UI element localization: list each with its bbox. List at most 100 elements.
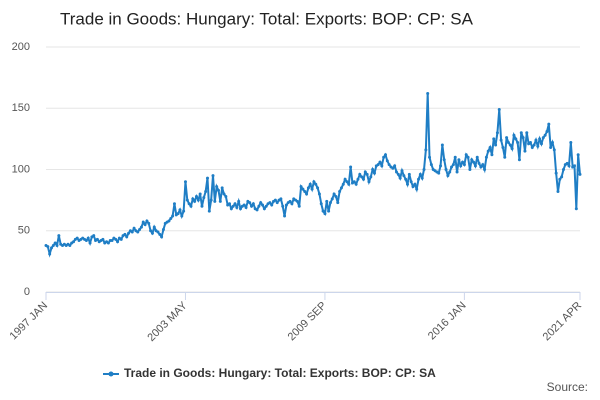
data-point xyxy=(448,170,452,174)
data-point xyxy=(402,174,406,178)
x-tick-label: 2021 APR xyxy=(541,300,585,344)
data-point xyxy=(398,176,402,180)
data-point xyxy=(207,209,211,213)
data-point xyxy=(341,182,345,186)
data-point xyxy=(275,201,279,205)
data-point xyxy=(503,155,507,159)
y-tick-label: 200 xyxy=(12,41,30,53)
data-point xyxy=(125,235,129,239)
data-point xyxy=(470,158,474,162)
data-point xyxy=(393,164,397,168)
data-point xyxy=(406,182,410,186)
data-point xyxy=(268,201,272,205)
data-point xyxy=(95,237,99,241)
data-point xyxy=(547,122,551,126)
data-point xyxy=(264,204,268,208)
data-point xyxy=(556,190,560,194)
data-point xyxy=(176,212,180,216)
data-point xyxy=(160,235,164,239)
data-point xyxy=(345,180,349,184)
data-point xyxy=(330,197,334,201)
x-tick-label: 2003 MAY xyxy=(145,299,190,344)
data-point xyxy=(361,177,365,181)
data-point xyxy=(391,166,395,170)
data-point xyxy=(185,198,189,202)
data-point xyxy=(532,143,536,147)
data-line xyxy=(45,93,581,258)
data-point xyxy=(316,186,320,190)
data-point xyxy=(378,160,382,164)
data-point xyxy=(255,208,259,212)
data-point xyxy=(404,177,408,181)
data-point xyxy=(323,212,327,216)
data-point xyxy=(380,164,384,168)
data-point xyxy=(218,199,222,203)
data-point xyxy=(116,240,120,244)
y-tick-label: 50 xyxy=(18,225,30,237)
data-point xyxy=(167,219,171,223)
data-point xyxy=(290,202,294,206)
data-point xyxy=(525,131,529,135)
data-point xyxy=(48,252,52,256)
data-point xyxy=(152,225,156,229)
data-point xyxy=(508,143,512,147)
data-point xyxy=(541,136,545,140)
data-point xyxy=(457,158,461,162)
data-point xyxy=(439,164,443,168)
chart-title: Trade in Goods: Hungary: Total: Exports:… xyxy=(60,9,474,28)
data-point xyxy=(510,147,514,151)
data-point xyxy=(209,198,213,202)
data-point xyxy=(306,186,310,190)
data-point xyxy=(479,165,483,169)
data-point xyxy=(191,197,195,201)
data-point xyxy=(367,180,371,184)
data-point xyxy=(215,185,219,189)
data-point xyxy=(270,203,274,207)
data-point xyxy=(550,141,554,145)
data-point xyxy=(521,136,525,140)
data-point xyxy=(574,207,578,211)
data-point xyxy=(468,168,472,171)
legend-item[interactable]: Trade in Goods: Hungary: Total: Exports:… xyxy=(103,366,436,380)
data-point xyxy=(123,232,127,236)
data-point xyxy=(51,243,55,247)
data-point xyxy=(297,204,301,208)
data-point xyxy=(231,204,235,208)
data-point xyxy=(288,199,292,203)
data-point xyxy=(248,201,252,205)
data-point xyxy=(567,164,571,168)
data-point xyxy=(501,145,505,149)
data-point xyxy=(334,194,338,198)
data-point xyxy=(560,175,564,179)
data-point xyxy=(409,180,413,184)
data-point xyxy=(446,174,450,178)
data-point xyxy=(196,198,200,202)
data-point xyxy=(220,186,224,190)
data-point xyxy=(422,168,426,171)
data-point xyxy=(383,153,387,157)
data-point xyxy=(259,201,263,205)
data-point xyxy=(88,241,92,245)
data-point xyxy=(156,230,160,234)
data-point xyxy=(407,172,411,176)
data-point xyxy=(119,237,123,241)
data-point xyxy=(492,137,496,141)
data-point xyxy=(387,163,391,167)
data-point xyxy=(143,223,147,227)
data-point xyxy=(180,214,184,218)
data-point xyxy=(222,192,226,196)
data-point xyxy=(283,214,287,218)
data-point xyxy=(86,236,90,240)
data-point xyxy=(114,237,118,241)
data-point xyxy=(150,231,154,235)
data-point xyxy=(308,182,312,186)
data-point xyxy=(55,243,59,247)
data-point xyxy=(317,192,321,196)
data-point xyxy=(257,204,261,208)
x-tick-label: 2016 JAN xyxy=(426,300,469,343)
data-point xyxy=(505,136,509,140)
data-point xyxy=(204,190,208,194)
data-point xyxy=(347,182,351,186)
data-point xyxy=(136,230,140,234)
